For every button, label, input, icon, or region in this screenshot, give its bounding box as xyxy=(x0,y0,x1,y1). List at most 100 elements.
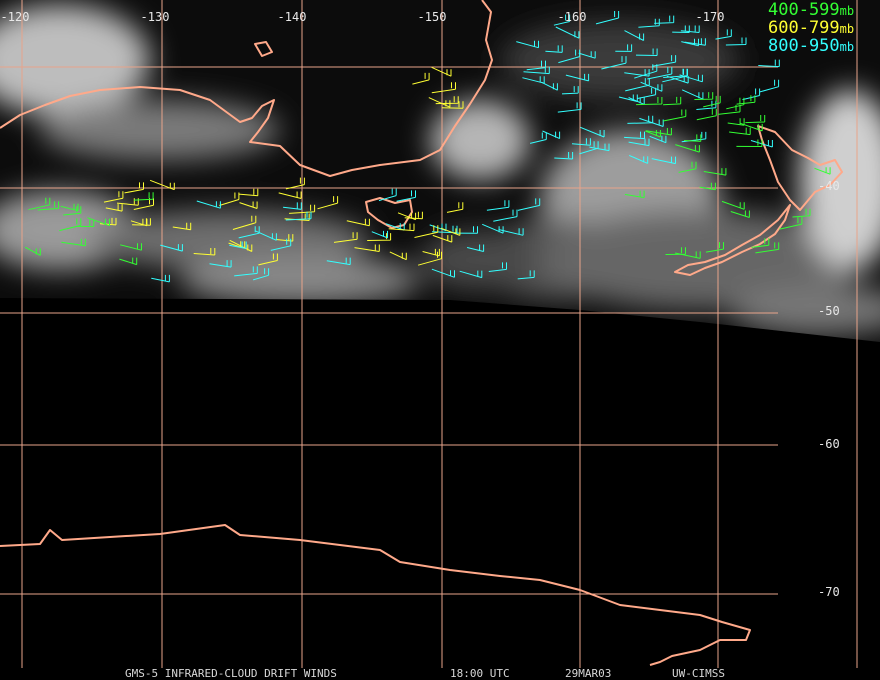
wind-barb xyxy=(579,141,599,155)
wind-barb xyxy=(730,210,750,218)
wind-barb xyxy=(684,38,706,46)
wind-barb xyxy=(517,198,541,211)
wind-barb xyxy=(558,49,581,64)
wind-barb xyxy=(229,241,247,249)
wind-barb xyxy=(553,14,571,26)
wind-barb xyxy=(498,228,524,236)
legend-entry: 600-799mb xyxy=(768,18,854,38)
wind-barb xyxy=(696,108,717,121)
wind-barb xyxy=(326,257,351,266)
longitude-label: -170 xyxy=(696,10,725,24)
wind-barb xyxy=(446,202,464,213)
new-zealand-north xyxy=(757,125,843,211)
wind-barb xyxy=(736,95,756,105)
latitude-label: -40 xyxy=(818,179,840,193)
wind-barb xyxy=(285,211,312,221)
wind-barb xyxy=(555,26,580,39)
wind-barb xyxy=(654,15,675,24)
wind-barb xyxy=(675,144,700,153)
wind-barb xyxy=(61,238,86,247)
wind-barb xyxy=(441,101,464,109)
wind-barb xyxy=(694,92,714,100)
wind-barb xyxy=(28,197,51,211)
wind-barb xyxy=(378,188,397,202)
wind-barb xyxy=(601,56,627,70)
wind-barb xyxy=(193,248,216,256)
wind-barb xyxy=(699,182,716,191)
new-zealand-south xyxy=(674,204,791,276)
wind-barb xyxy=(759,79,780,93)
wind-barb xyxy=(346,218,370,227)
wind-barb xyxy=(758,59,780,68)
wind-barb xyxy=(736,139,763,147)
wind-barb xyxy=(672,25,690,33)
wind-barb xyxy=(258,253,278,266)
wind-barb xyxy=(63,206,82,216)
graticule xyxy=(0,0,858,668)
wind-barb xyxy=(554,152,574,160)
wind-barb xyxy=(130,218,148,227)
wind-barb xyxy=(542,130,561,140)
wind-barb xyxy=(663,96,682,106)
wind-barb xyxy=(252,268,270,281)
wind-barb xyxy=(119,257,138,266)
wind-barb xyxy=(238,226,260,239)
wind-barb xyxy=(133,192,154,201)
legend-entry: 400-599mb xyxy=(768,0,854,20)
wind-barb xyxy=(523,66,550,75)
wind-barb xyxy=(565,73,590,82)
wind-barb xyxy=(628,138,650,147)
wind-barb xyxy=(493,209,518,222)
wind-barb xyxy=(37,201,60,211)
wind-barb xyxy=(238,188,259,197)
wind-barb xyxy=(389,251,407,261)
wind-barb xyxy=(354,244,380,252)
wind-barb xyxy=(683,134,702,142)
wind-barb xyxy=(557,102,582,113)
wind-barb xyxy=(234,266,258,277)
wind-barb xyxy=(571,138,591,146)
wind-barb xyxy=(404,211,423,220)
longitude-label: -160 xyxy=(558,10,587,24)
wind-barb xyxy=(681,38,699,47)
wind-barb xyxy=(526,60,546,71)
wind-barb xyxy=(629,154,649,164)
wind-barb xyxy=(624,69,650,77)
wind-barb xyxy=(149,179,175,191)
legend-range: 800-950 xyxy=(768,36,840,56)
longitude-label: -140 xyxy=(278,10,307,24)
wind-barb xyxy=(640,81,663,92)
wind-barb xyxy=(721,200,745,210)
legend-unit: mb xyxy=(840,40,854,54)
wind-barbs xyxy=(24,11,831,283)
footer-text: UW-CIMSS xyxy=(672,667,725,680)
wind-barb xyxy=(76,219,95,227)
wind-barb xyxy=(703,95,721,108)
wind-barb xyxy=(745,115,766,124)
wind-barb xyxy=(678,161,697,173)
wind-barb xyxy=(561,86,579,95)
wind-barb xyxy=(635,48,658,56)
wind-barb xyxy=(649,135,667,144)
legend-entry: 800-950mb xyxy=(768,36,854,56)
wind-barb xyxy=(459,270,483,279)
wind-barb xyxy=(652,55,677,67)
wind-barb xyxy=(751,238,770,248)
wind-barb xyxy=(466,244,485,252)
wind-barb xyxy=(59,218,82,232)
wind-barb xyxy=(453,226,478,234)
coastlines xyxy=(0,0,843,666)
footer-text: GMS-5 INFRARED-CLOUD DRIFT WINDS xyxy=(125,667,337,680)
wind-barb xyxy=(488,262,507,272)
latitude-label: -70 xyxy=(818,585,840,599)
longitude-label: -150 xyxy=(418,10,447,24)
wind-barb xyxy=(412,72,430,85)
wind-barb xyxy=(289,204,316,214)
wind-barb xyxy=(270,238,292,251)
cloud-imagery xyxy=(0,0,880,342)
wind-barb xyxy=(317,196,339,210)
wind-barb xyxy=(705,242,724,253)
wind-barb xyxy=(232,215,257,230)
wind-barb xyxy=(624,190,645,199)
wind-barb xyxy=(578,51,596,59)
